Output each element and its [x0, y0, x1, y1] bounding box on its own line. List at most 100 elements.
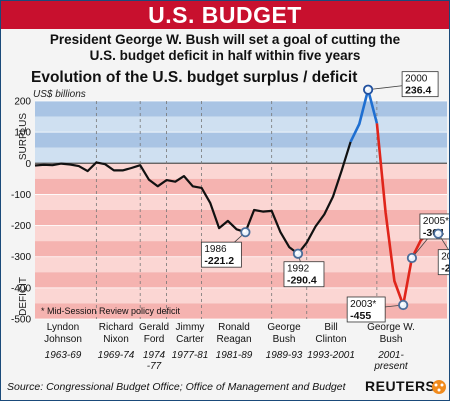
- band: [35, 303, 447, 319]
- data-callout: 1992-290.4: [283, 248, 325, 288]
- band: [35, 147, 447, 164]
- term-years: 1977-81: [172, 350, 209, 361]
- president-name: Bush: [380, 334, 403, 345]
- annotations: 1986-221.21992-290.42000236.42003*-45520…: [200, 71, 449, 323]
- y-tick-label: -100: [11, 190, 31, 201]
- blue-series-line: [349, 88, 379, 143]
- callout-value: -221.2: [204, 255, 234, 267]
- headline-line-2: U.S. budget deficit in half within five …: [89, 48, 361, 63]
- band: [35, 163, 447, 179]
- surplus-zone-label: SURPLUS: [18, 113, 29, 161]
- band: [35, 194, 447, 210]
- band: [35, 210, 447, 226]
- footnote: * Mid-Session Review policy deficit: [41, 306, 181, 316]
- callout-box: [437, 249, 449, 276]
- term-years: -77: [147, 361, 162, 372]
- term-years: 1981-89: [216, 350, 253, 361]
- president-name: Bill: [324, 322, 337, 333]
- background-bands: [35, 101, 447, 319]
- marker-highlight: [400, 302, 404, 306]
- callout-year: 2008*: [441, 252, 449, 263]
- callout-year: 1992: [287, 264, 310, 275]
- callout-value: -226: [441, 263, 449, 275]
- y-tick-label: 200: [14, 97, 31, 108]
- headline: President George W. Bush will set a goal…: [1, 32, 449, 64]
- y-tick-label: 100: [14, 128, 31, 139]
- data-callout: 1986-221.2: [200, 227, 251, 268]
- term-years: 1989-93: [266, 350, 303, 361]
- term-years: 1974: [143, 350, 166, 361]
- president-name: George W.: [367, 322, 415, 333]
- callout-box: [200, 241, 242, 268]
- callout-year: 2005*: [423, 216, 449, 227]
- deficit-zone-label: DEFICIT: [18, 277, 29, 316]
- band: [35, 132, 447, 148]
- band: [35, 178, 447, 195]
- data-callout: 2003*-455: [346, 296, 409, 323]
- callout-value: 236.4: [405, 85, 431, 97]
- president-name: Lyndon: [47, 322, 79, 333]
- band: [35, 116, 447, 133]
- marker-highlight: [295, 251, 299, 255]
- callout-box: [346, 296, 386, 323]
- chart-title: Evolution of the U.S. budget surplus / d…: [31, 69, 358, 86]
- term-years: 2001-: [377, 350, 404, 361]
- president-name: Clinton: [315, 334, 346, 345]
- callout-value: -455: [350, 310, 371, 322]
- administration-label: George W.Bush 2001-present: [367, 322, 415, 372]
- callout-leader: [437, 233, 449, 252]
- marker-highlight: [242, 229, 246, 233]
- president-name: Gerald: [139, 322, 169, 333]
- y-tick-label: -500: [11, 315, 31, 326]
- president-name: Jimmy: [176, 322, 205, 333]
- president-name: Reagan: [216, 334, 251, 345]
- president-name: George: [267, 322, 301, 333]
- band: [35, 272, 447, 288]
- y-axis-unit-label: US$ billions: [33, 89, 86, 100]
- president-name: Ronald: [218, 322, 250, 333]
- president-name: Ford: [144, 334, 165, 345]
- source-note: Source: Congressional Budget Office; Off…: [7, 381, 346, 393]
- band: [35, 101, 447, 117]
- band: [35, 287, 447, 304]
- callout-year: 2003*: [350, 299, 376, 310]
- callout-value: -290.4: [287, 275, 317, 287]
- president-name: Nixon: [103, 334, 129, 345]
- y-tick-label: -200: [11, 221, 31, 232]
- president-name: Carter: [176, 334, 204, 345]
- reuters-logo-text: REUTERS: [365, 378, 436, 394]
- marker-highlight: [409, 255, 413, 259]
- callout-year: 2000: [405, 74, 428, 85]
- callout-box: [401, 71, 439, 98]
- y-tick-label: 0: [25, 159, 31, 170]
- marker-highlight: [435, 231, 439, 235]
- y-tick-label: -300: [11, 252, 31, 263]
- y-axis-ticks: 200 100 0 -100 -200 -300 -400 -500: [11, 97, 31, 326]
- banner-title: U.S. BUDGET: [1, 1, 449, 29]
- term-years: 1963-69: [45, 350, 82, 361]
- headline-line-1: President George W. Bush will set a goal…: [49, 32, 401, 47]
- callout-box: [283, 261, 325, 288]
- term-years: 1993-2001: [307, 350, 355, 361]
- term-years: present: [373, 361, 409, 372]
- term-years: 1969-74: [98, 350, 135, 361]
- marker-highlight: [365, 87, 369, 91]
- president-name: Bush: [273, 334, 296, 345]
- president-name: Richard: [99, 322, 133, 333]
- y-tick-label: -400: [11, 283, 31, 294]
- data-callout: 2005*-304: [406, 213, 449, 264]
- callout-year: 1986: [204, 244, 227, 255]
- president-name: Johnson: [44, 334, 82, 345]
- reuters-dots-icon: [432, 380, 446, 394]
- data-callout: 2008*-226: [433, 228, 449, 276]
